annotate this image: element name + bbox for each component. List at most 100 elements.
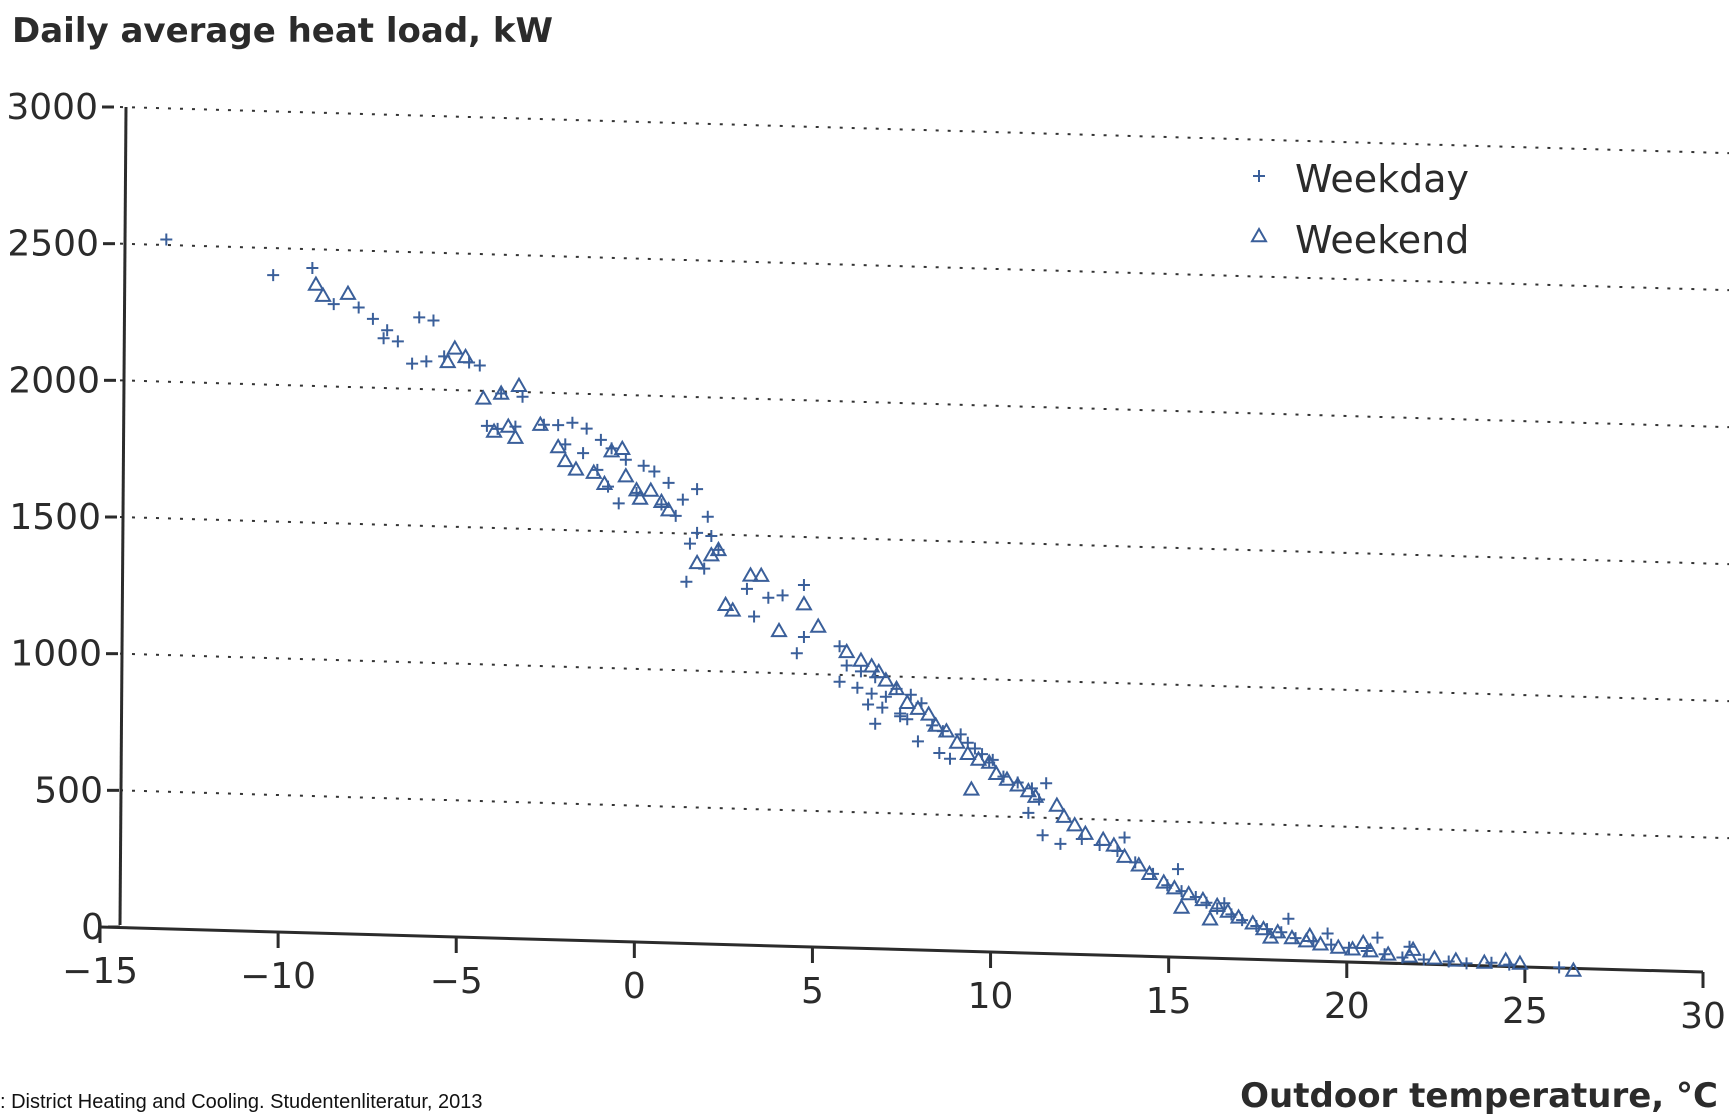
legend-weekday-marker bbox=[1253, 170, 1265, 182]
weekday-point-30 bbox=[662, 476, 675, 489]
weekend-point-91 bbox=[1201, 910, 1219, 926]
weekend-point-3 bbox=[446, 339, 464, 355]
weekend-point-65 bbox=[1155, 873, 1173, 889]
weekday-point-41 bbox=[701, 510, 714, 523]
weekday-point-59 bbox=[833, 675, 846, 688]
weekend-point-80 bbox=[1361, 942, 1380, 958]
weekday-point-22 bbox=[552, 419, 565, 432]
weekend-point-44 bbox=[919, 705, 938, 721]
weekday-point-81 bbox=[943, 752, 956, 765]
y-tick-label-2500: 2500 bbox=[7, 224, 99, 265]
x-tick-label-30: 30 bbox=[1680, 996, 1726, 1037]
gridline-y-500 bbox=[119, 789, 1729, 840]
weekend-point-67 bbox=[1179, 885, 1198, 901]
weekday-point-9 bbox=[413, 311, 426, 324]
weekday-point-54 bbox=[748, 610, 761, 623]
weekday-point-27 bbox=[619, 453, 632, 466]
weekend-point-77 bbox=[1311, 935, 1330, 951]
data-points bbox=[160, 233, 1583, 977]
weekday-point-77 bbox=[911, 735, 924, 748]
weekend-point-42 bbox=[898, 693, 916, 710]
weekend-point-40 bbox=[877, 671, 895, 687]
weekend-point-57 bbox=[1055, 807, 1073, 823]
weekend-point-0 bbox=[307, 275, 325, 291]
weekend-point-62 bbox=[1115, 847, 1134, 863]
weekend-point-55 bbox=[1026, 787, 1045, 803]
weekday-point-118 bbox=[1118, 831, 1131, 844]
weekday-point-48 bbox=[740, 582, 753, 595]
weekday-point-85 bbox=[1040, 777, 1053, 790]
weekend-point-49 bbox=[969, 750, 988, 766]
weekday-point-60 bbox=[851, 681, 864, 694]
weekend-point-13 bbox=[549, 437, 567, 454]
y-tick-label-0: 0 bbox=[81, 907, 104, 948]
weekday-point-80 bbox=[869, 717, 882, 730]
weekend-point-84 bbox=[1447, 951, 1465, 967]
weekday-point-53 bbox=[797, 631, 810, 644]
x-tick-label-25: 25 bbox=[1502, 991, 1548, 1032]
weekday-point-49 bbox=[762, 591, 775, 604]
gridline-y-2000 bbox=[119, 379, 1729, 429]
weekend-point-88 bbox=[1564, 961, 1583, 977]
weekday-point-18 bbox=[480, 419, 493, 432]
weekend-point-87 bbox=[1511, 954, 1529, 970]
weekend-point-46 bbox=[937, 722, 956, 738]
weekday-point-10 bbox=[427, 314, 440, 327]
weekday-point-123 bbox=[1371, 931, 1384, 944]
weekday-point-37 bbox=[612, 497, 625, 510]
weekend-point-48 bbox=[959, 744, 977, 760]
weekday-point-42 bbox=[691, 526, 704, 539]
weekday-point-51 bbox=[797, 579, 810, 592]
weekend-point-7 bbox=[492, 384, 510, 400]
weekend-point-2 bbox=[339, 284, 357, 300]
weekday-point-122 bbox=[1321, 927, 1334, 940]
weekday-point-1 bbox=[267, 269, 280, 282]
weekend-point-50 bbox=[980, 753, 998, 769]
weekday-point-78 bbox=[933, 746, 946, 759]
legend-weekend-label: Weekend bbox=[1295, 218, 1469, 262]
weekday-point-69 bbox=[901, 713, 914, 726]
weekend-point-16 bbox=[585, 463, 603, 479]
weekday-point-79 bbox=[894, 710, 907, 723]
weekday-point-6 bbox=[381, 324, 394, 337]
weekend-point-45 bbox=[927, 716, 945, 732]
x-tick-label-15: 15 bbox=[1146, 981, 1192, 1022]
weekday-point-52 bbox=[790, 647, 803, 660]
weekend-point-20 bbox=[617, 467, 635, 483]
x-tick-label-0: 0 bbox=[623, 966, 646, 1007]
weekend-point-73 bbox=[1254, 919, 1273, 936]
weekend-point-94 bbox=[1354, 933, 1372, 949]
weekday-point-55 bbox=[833, 640, 846, 653]
weekend-point-30 bbox=[723, 601, 742, 617]
weekend-point-59 bbox=[1076, 824, 1095, 840]
weekday-point-66 bbox=[862, 698, 875, 711]
y-axis-line bbox=[118, 106, 128, 926]
weekday-point-50 bbox=[776, 589, 789, 602]
weekend-point-72 bbox=[1244, 914, 1262, 930]
weekend-point-29 bbox=[716, 595, 735, 612]
y-tick-label-3000: 3000 bbox=[6, 87, 98, 128]
weekend-point-14 bbox=[556, 451, 575, 468]
weekday-point-87 bbox=[1022, 806, 1035, 819]
weekend-point-60 bbox=[1094, 830, 1112, 846]
weekend-point-74 bbox=[1268, 923, 1287, 939]
weekend-point-24 bbox=[652, 492, 671, 509]
weekend-point-19 bbox=[613, 439, 631, 455]
weekend-point-53 bbox=[1008, 776, 1027, 792]
weekday-point-11 bbox=[406, 357, 419, 370]
weekend-point-34 bbox=[795, 595, 813, 611]
weekend-point-66 bbox=[1165, 879, 1184, 895]
weekend-point-27 bbox=[709, 540, 728, 557]
weekend-point-43 bbox=[909, 699, 927, 715]
weekday-point-43 bbox=[705, 529, 718, 542]
weekend-point-35 bbox=[809, 617, 827, 633]
weekend-point-10 bbox=[506, 428, 525, 444]
weekend-marker-icon bbox=[1250, 226, 1268, 243]
weekend-point-17 bbox=[595, 474, 614, 491]
weekend-point-1 bbox=[314, 286, 332, 302]
weekend-point-52 bbox=[998, 770, 1016, 786]
weekday-point-99 bbox=[1211, 902, 1224, 915]
weekend-point-81 bbox=[1379, 945, 1397, 961]
weekend-point-68 bbox=[1194, 890, 1212, 907]
